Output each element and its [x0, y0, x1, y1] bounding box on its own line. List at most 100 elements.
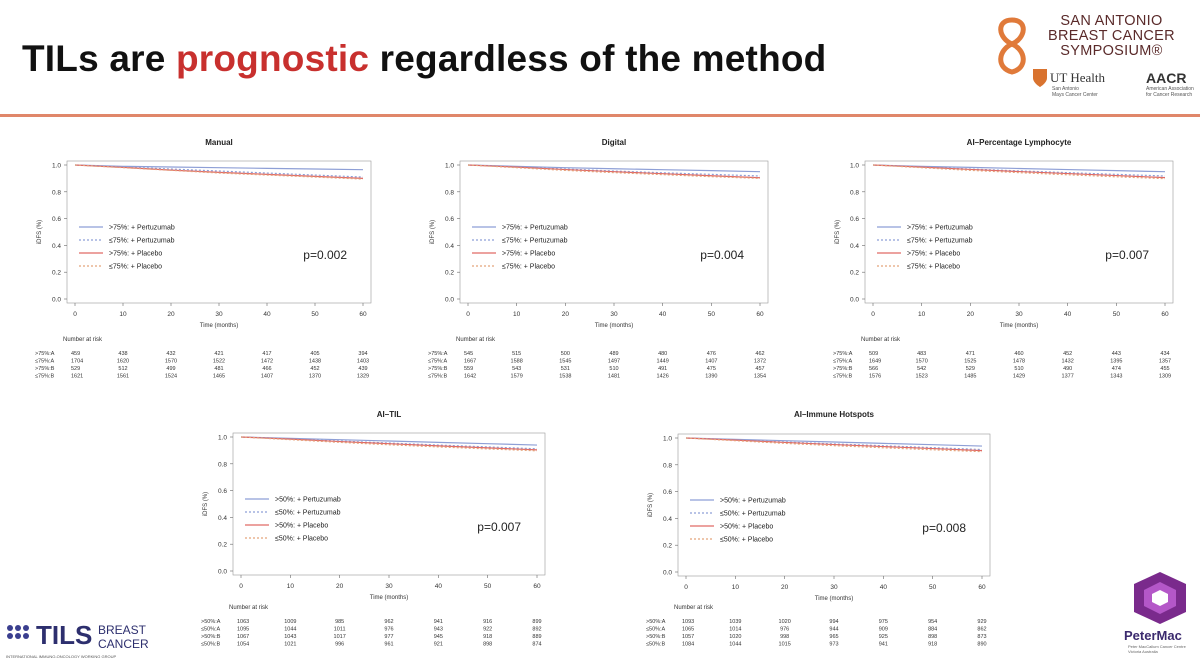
x-tick-label: 20	[167, 311, 175, 318]
risk-cell: 460	[1014, 351, 1023, 357]
series-line-0	[240, 436, 538, 446]
series-line-3	[467, 164, 761, 179]
risk-cell: 443	[1112, 351, 1121, 357]
series-line-0	[467, 164, 761, 173]
x-tick-label: 40	[659, 311, 667, 318]
ut-health-logo: UT Health	[1050, 70, 1105, 85]
legend-label: ≤50%: + Pertuzumab	[275, 510, 341, 517]
ut-health-subtitle: San Antonio Mays Cancer Center	[1052, 86, 1098, 98]
risk-cell: 954	[928, 619, 937, 625]
y-tick-label: 0.6	[445, 216, 454, 223]
risk-row-label: >50%:A	[201, 619, 221, 625]
risk-cell: 434	[1160, 351, 1169, 357]
risk-cell: 1020	[779, 619, 791, 625]
risk-cell: 1095	[237, 627, 249, 633]
risk-cell: 1545	[559, 359, 571, 365]
x-tick-label: 60	[756, 311, 764, 318]
risk-cell: 1561	[117, 374, 129, 380]
y-axis-label: iDFS (%)	[648, 493, 654, 517]
risk-row-label: ≤50%:A	[646, 627, 666, 633]
tils-tagline: INTERNATIONAL IMMUNO-ONCOLOGY WORKING GR…	[6, 654, 117, 659]
p-value: p=0.008	[922, 521, 966, 535]
risk-row-label: ≤75%:A	[833, 359, 853, 365]
risk-cell: 975	[879, 619, 888, 625]
risk-cell: 889	[532, 634, 541, 640]
risk-cell: 566	[869, 366, 878, 372]
risk-cell: 1570	[165, 359, 177, 365]
x-tick-label: 50	[929, 584, 937, 591]
series-line-3	[685, 437, 983, 453]
risk-cell: 1044	[284, 627, 296, 633]
legend-label: ≤75%: + Placebo	[907, 264, 960, 271]
risk-cell: 1649	[869, 359, 881, 365]
risk-cell: 1432	[1062, 359, 1074, 365]
x-tick-label: 60	[978, 584, 986, 591]
x-tick-label: 30	[385, 583, 393, 590]
x-tick-label: 40	[880, 584, 888, 591]
y-tick-label: 1.0	[445, 163, 454, 170]
p-value: p=0.007	[477, 520, 521, 534]
risk-row-label: >75%:B	[35, 366, 55, 372]
risk-cell: 1497	[608, 359, 620, 365]
risk-cell: 1011	[334, 627, 346, 633]
risk-cell: 1667	[464, 359, 476, 365]
risk-table-header: Number at risk	[456, 337, 496, 343]
y-tick-label: 0.4	[445, 243, 454, 250]
risk-cell: 474	[1112, 366, 1121, 372]
legend-label: >75%: + Pertuzumab	[907, 225, 973, 232]
title-highlight: prognostic	[175, 38, 370, 79]
risk-cell: 542	[917, 366, 926, 372]
y-axis-label: iDFS (%)	[37, 220, 43, 244]
x-tick-label: 30	[215, 311, 223, 318]
risk-cell: 998	[780, 634, 789, 640]
y-tick-label: 0.0	[445, 297, 454, 304]
plot-frame	[66, 160, 372, 304]
y-tick-label: 1.0	[52, 163, 61, 170]
petermac-logo: PeterMac Peter MacCallum Cancer Centre V…	[1124, 568, 1196, 660]
risk-cell: 1395	[1110, 359, 1122, 365]
risk-cell: 944	[829, 627, 838, 633]
x-tick-label: 20	[967, 311, 975, 318]
risk-cell: 1067	[237, 634, 249, 640]
risk-table-header: Number at risk	[674, 605, 714, 611]
risk-row-label: >75%:A	[35, 351, 55, 357]
x-tick-label: 20	[336, 583, 344, 590]
risk-cell: 512	[118, 366, 127, 372]
risk-cell: 962	[384, 619, 393, 625]
risk-cell: 475	[707, 366, 716, 372]
y-tick-label: 0.4	[218, 515, 227, 522]
risk-row-label: >75%:B	[428, 366, 448, 372]
risk-cell: 1704	[71, 359, 83, 365]
plot-frame	[459, 160, 769, 304]
x-tick-label: 50	[1113, 311, 1121, 318]
risk-cell: 1449	[657, 359, 669, 365]
x-tick-label: 20	[781, 584, 789, 591]
series-line-0	[74, 164, 364, 171]
x-axis-label: Time (months)	[595, 323, 633, 329]
x-tick-label: 40	[1064, 311, 1072, 318]
risk-row-label: >75%:B	[833, 366, 853, 372]
risk-cell: 965	[829, 634, 838, 640]
risk-cell: 1588	[511, 359, 523, 365]
risk-row-label: ≤50%:B	[646, 642, 666, 648]
risk-cell: 1021	[284, 642, 296, 648]
risk-cell: 899	[532, 619, 541, 625]
y-axis-label: iDFS (%)	[203, 492, 209, 516]
legend-label: ≤75%: + Pertuzumab	[502, 238, 568, 245]
risk-cell: 1014	[729, 627, 741, 633]
plot-frame	[677, 433, 991, 577]
chart-title: AI–Immune Hotspots	[794, 410, 875, 419]
risk-cell: 1057	[682, 634, 694, 640]
chart-title: Digital	[602, 138, 626, 147]
x-tick-label: 10	[513, 311, 521, 318]
series-line-2	[74, 164, 364, 179]
y-tick-label: 0.2	[445, 270, 454, 277]
risk-cell: 394	[358, 351, 367, 357]
risk-cell: 898	[928, 634, 937, 640]
petermac-wordmark: PeterMac	[1124, 628, 1182, 643]
risk-cell: 1472	[261, 359, 273, 365]
risk-cell: 543	[512, 366, 521, 372]
chart-title: AI–TIL	[377, 410, 402, 419]
risk-cell: 531	[561, 366, 570, 372]
series-line-3	[872, 164, 1166, 180]
